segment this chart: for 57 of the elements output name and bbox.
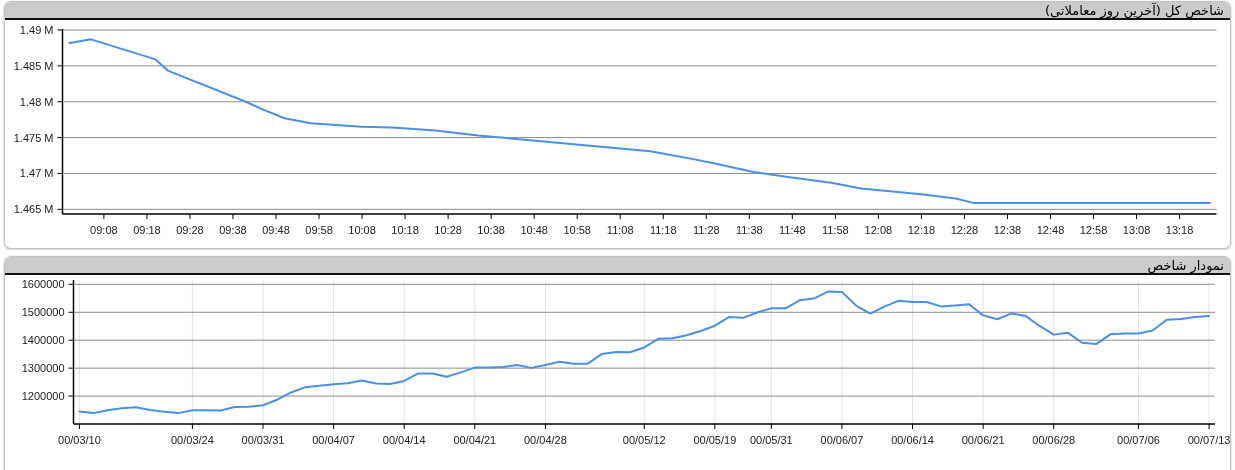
x-tick-label: 12:48 — [1036, 224, 1065, 236]
y-tick-label: 1.48 M — [19, 95, 54, 108]
x-tick-label: 00/04/07 — [312, 434, 356, 446]
x-tick-label: 00/03/31 — [241, 434, 285, 446]
x-tick-label: 10:28 — [434, 224, 462, 236]
y-tick-label: 1300000 — [21, 362, 65, 375]
x-tick-label: 00/03/10 — [58, 434, 101, 446]
x-tick-label: 00/07/13 — [1187, 434, 1231, 446]
x-tick-label: 10:48 — [520, 224, 548, 236]
x-tick-label: 00/06/21 — [961, 434, 1005, 446]
y-tick-label: 1.47 M — [19, 167, 54, 180]
x-tick-label: 00/07/06 — [1117, 434, 1160, 446]
y-tick-label: 1500000 — [21, 306, 65, 319]
y-tick-label: 1.475 M — [13, 131, 54, 144]
x-tick-label: 11:08 — [606, 224, 634, 236]
y-tick-label: 1.485 M — [13, 59, 54, 72]
x-tick-label: 10:58 — [563, 224, 591, 236]
y-tick-label: 1.49 M — [19, 24, 54, 36]
chart-title: نمودار شاخص — [1147, 257, 1224, 274]
x-tick-label: 00/03/24 — [170, 434, 214, 446]
x-tick-label: 11:38 — [735, 224, 763, 236]
x-tick-label: 00/06/14 — [891, 434, 934, 446]
x-tick-label: 09:48 — [262, 224, 290, 236]
x-tick-label: 13:08 — [1122, 224, 1151, 236]
x-tick-label: 10:08 — [348, 224, 376, 236]
x-tick-label: 09:58 — [305, 224, 333, 236]
x-tick-label: 11:58 — [822, 224, 849, 236]
x-tick-label: 12:58 — [1079, 224, 1108, 236]
x-tick-label: 12:08 — [864, 224, 893, 236]
x-tick-label: 00/05/31 — [749, 434, 793, 446]
x-tick-label: 12:18 — [907, 224, 936, 236]
x-tick-label: 09:38 — [219, 224, 247, 236]
x-tick-label: 00/04/14 — [382, 434, 426, 446]
chart-title: شاخص کل (آخرین روز معاملاتی) — [1044, 2, 1224, 19]
x-tick-label: 00/05/12 — [622, 434, 666, 446]
x-tick-label: 09:28 — [176, 224, 204, 236]
y-tick-label: 1400000 — [21, 334, 65, 347]
x-tick-label: 10:18 — [391, 224, 419, 236]
x-tick-label: 10:38 — [477, 224, 505, 236]
x-tick-label: 12:38 — [993, 224, 1022, 236]
x-tick-label: 09:18 — [133, 224, 161, 236]
x-tick-label: 00/06/07 — [820, 434, 864, 446]
x-tick-label: 00/04/28 — [523, 434, 567, 446]
line-series — [68, 38, 1211, 204]
x-tick-label: 11:28 — [692, 224, 720, 236]
x-tick-label: 11:48 — [778, 224, 806, 236]
x-tick-label: 00/05/19 — [693, 434, 737, 446]
x-tick-label: 09:08 — [90, 224, 118, 236]
y-tick-label: 1600000 — [21, 278, 65, 291]
x-tick-label: 00/04/21 — [453, 434, 497, 446]
y-tick-label: 1.465 M — [13, 203, 54, 216]
x-tick-label: 00/06/28 — [1032, 434, 1076, 446]
x-tick-label: 12:28 — [950, 224, 979, 236]
x-tick-label: 11:18 — [649, 224, 677, 236]
line-series — [78, 290, 1211, 415]
y-tick-label: 1200000 — [21, 390, 65, 403]
x-tick-label: 13:18 — [1165, 224, 1194, 236]
